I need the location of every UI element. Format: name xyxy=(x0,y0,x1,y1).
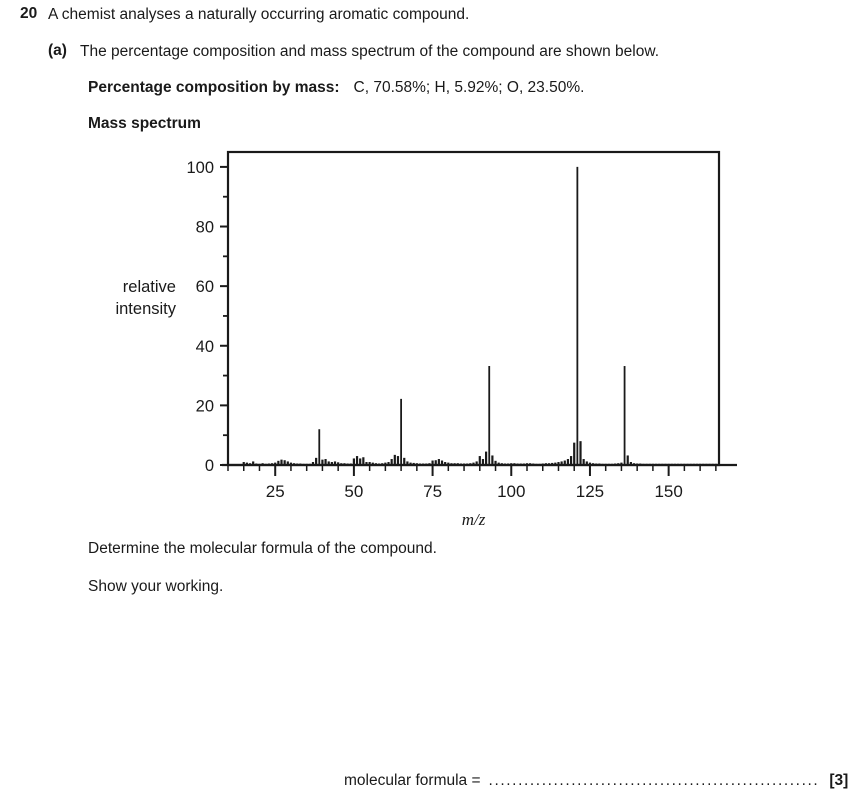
answer-label: molecular formula = xyxy=(344,772,481,789)
part-a-row: (a) The percentage composition and mass … xyxy=(48,42,838,62)
y-tick-label: 20 xyxy=(196,397,214,415)
y-tick-label: 0 xyxy=(205,457,214,475)
mass-spectrum-svg: 0 20 40 60 80 100 relative intensity 25 50 75 100 12… xyxy=(115,150,737,529)
mass-spectrum-chart: 0 20 40 60 80 100 relative intensity 25 50 75 100 12… xyxy=(0,140,760,530)
y-axis-label-line2: intensity xyxy=(115,300,176,318)
x-tick-label: 125 xyxy=(576,482,604,501)
mass-spectrum-heading-row: Mass spectrum xyxy=(88,115,201,133)
marks-badge: [3] xyxy=(829,772,849,789)
y-tick-label: 100 xyxy=(186,159,214,177)
question-stem-row: 20 A chemist analyses a naturally occurr… xyxy=(20,5,840,25)
x-tick-label: 150 xyxy=(654,482,682,501)
x-tick-label: 50 xyxy=(344,482,363,501)
composition-values: C, 70.58%; H, 5.92%; O, 23.50%. xyxy=(353,79,585,96)
spectrum-peaks xyxy=(242,166,717,465)
x-tick-label: 100 xyxy=(497,482,525,501)
instruction-working: Show your working. xyxy=(88,578,224,595)
answer-line: molecular formula = ....................… xyxy=(344,772,848,790)
percentage-composition-row: Percentage composition by mass: C, 70.58… xyxy=(88,79,584,97)
instruction-determine: Determine the molecular formula of the c… xyxy=(88,540,437,557)
x-axis-label: m/z xyxy=(462,510,486,529)
x-tick-label: 75 xyxy=(423,482,442,501)
question-number: 20 xyxy=(20,5,38,22)
y-tick-label: 60 xyxy=(196,278,214,296)
instruction-working-row: Show your working. xyxy=(88,577,223,597)
part-a-text: The percentage composition and mass spec… xyxy=(80,43,659,60)
y-tick-label: 40 xyxy=(196,338,214,356)
plot-frame xyxy=(226,150,721,467)
part-a-label: (a) xyxy=(48,42,67,59)
composition-label: Percentage composition by mass: xyxy=(88,79,340,96)
y-tick-label: 80 xyxy=(196,219,214,237)
y-axis-label-line1: relative xyxy=(123,278,176,296)
mass-spectrum-heading: Mass spectrum xyxy=(88,115,201,132)
instruction-determine-row: Determine the molecular formula of the c… xyxy=(88,539,437,559)
question-stem-text: A chemist analyses a naturally occurring… xyxy=(48,6,470,23)
x-tick-label: 25 xyxy=(266,482,285,501)
answer-blank-field[interactable]: ........................................… xyxy=(488,772,820,789)
